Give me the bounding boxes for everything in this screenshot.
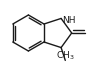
Text: CH$_3$: CH$_3$ — [56, 50, 75, 62]
Text: NH: NH — [62, 16, 76, 25]
